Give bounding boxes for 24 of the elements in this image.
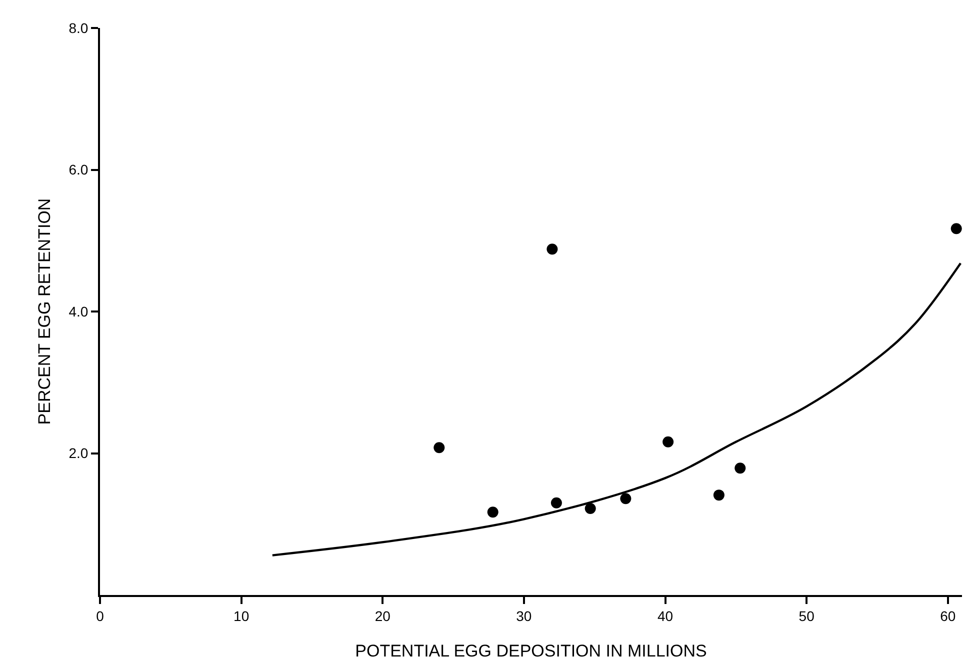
x-axis-title: POTENTIAL EGG DEPOSITION IN MILLIONS <box>355 642 707 661</box>
point <box>550 497 562 508</box>
x-tick-label: 20 <box>374 608 391 624</box>
x-tick-label: 60 <box>940 608 956 624</box>
point <box>620 493 632 504</box>
point <box>713 490 724 501</box>
point <box>662 436 674 448</box>
x-tick-label: 30 <box>516 608 532 624</box>
point <box>487 506 498 518</box>
x-tick-label: 10 <box>234 608 250 624</box>
y-tick-label: 6.0 <box>68 162 88 178</box>
line-series <box>271 262 962 556</box>
point <box>546 244 558 255</box>
x-tick-label: 40 <box>657 608 674 624</box>
point <box>434 442 445 454</box>
point <box>584 503 596 514</box>
y-tick-label: 4.0 <box>68 303 88 320</box>
point <box>734 462 746 474</box>
y-tick-label: 2.0 <box>68 445 88 462</box>
x-tick-label: 0 <box>96 608 104 624</box>
x-tick-label: 50 <box>798 608 815 624</box>
y-tick-label: 8.0 <box>68 20 88 36</box>
point <box>950 223 962 234</box>
y-axis-title: PERCENT EGG RETENTION <box>34 198 54 425</box>
